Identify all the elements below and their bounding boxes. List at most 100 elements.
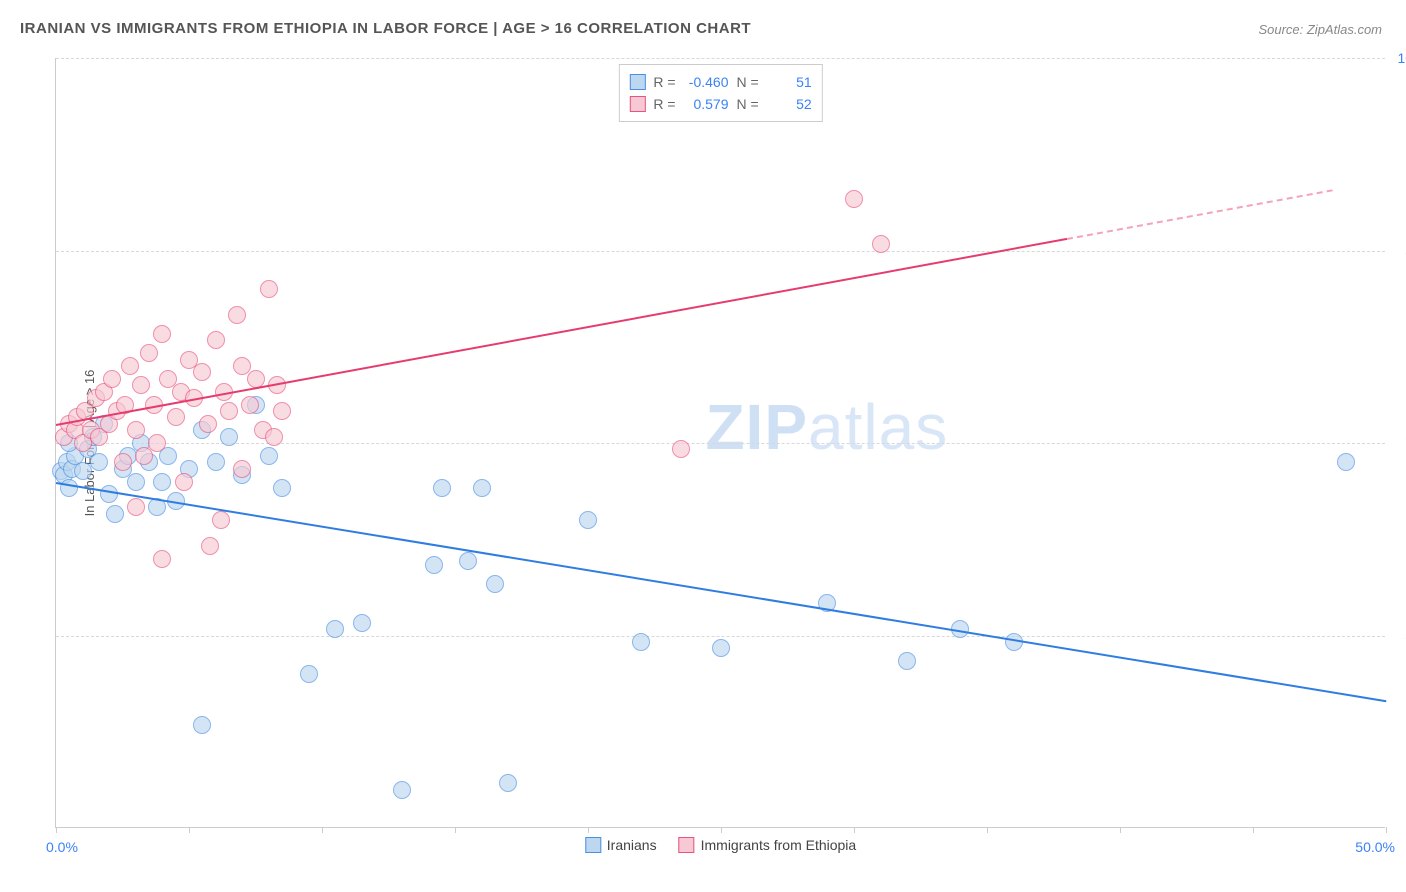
legend-item-iranians: Iranians: [585, 837, 657, 853]
data-point: [220, 428, 238, 446]
data-point: [233, 460, 251, 478]
grid-line: [56, 443, 1385, 444]
data-point: [153, 473, 171, 491]
data-point: [228, 306, 246, 324]
data-point: [265, 428, 283, 446]
data-point: [132, 376, 150, 394]
y-tick-label: 85.0%: [1390, 243, 1406, 259]
scatter-chart: In Labor Force | Age > 16 ZIPatlas R = -…: [55, 58, 1385, 828]
r-label: R =: [653, 74, 675, 90]
watermark-zip: ZIP: [705, 391, 808, 463]
data-point: [212, 511, 230, 529]
data-point: [106, 505, 124, 523]
data-point: [193, 716, 211, 734]
data-point: [175, 473, 193, 491]
bottom-legend: Iranians Immigrants from Ethiopia: [585, 837, 856, 853]
data-point: [579, 511, 597, 529]
stats-legend-box: R = -0.460 N = 51 R = 0.579 N = 52: [618, 64, 822, 122]
data-point: [499, 774, 517, 792]
data-point: [193, 363, 211, 381]
chart-title: IRANIAN VS IMMIGRANTS FROM ETHIOPIA IN L…: [20, 20, 751, 37]
swatch-iranians-icon: [585, 837, 601, 853]
y-tick-label: 70.0%: [1390, 435, 1406, 451]
data-point: [241, 396, 259, 414]
x-tick: [721, 827, 722, 833]
data-point: [60, 479, 78, 497]
data-point: [326, 620, 344, 638]
legend-item-ethiopia: Immigrants from Ethiopia: [679, 837, 857, 853]
trend-line: [56, 482, 1386, 702]
data-point: [1337, 453, 1355, 471]
x-tick: [189, 827, 190, 833]
data-point: [300, 665, 318, 683]
y-tick-label: 100.0%: [1390, 50, 1406, 66]
data-point: [898, 652, 916, 670]
data-point: [74, 462, 92, 480]
y-tick-label: 55.0%: [1390, 628, 1406, 644]
x-tick: [987, 827, 988, 833]
data-point: [121, 357, 139, 375]
data-point: [632, 633, 650, 651]
swatch-ethiopia: [629, 96, 645, 112]
x-axis-max: 50.0%: [1355, 839, 1395, 855]
data-point: [260, 447, 278, 465]
data-point: [207, 453, 225, 471]
data-point: [672, 440, 690, 458]
stats-row-ethiopia: R = 0.579 N = 52: [629, 93, 811, 115]
x-tick: [854, 827, 855, 833]
data-point: [153, 325, 171, 343]
watermark: ZIPatlas: [705, 390, 948, 464]
n-label: N =: [737, 74, 759, 90]
data-point: [199, 415, 217, 433]
x-tick: [322, 827, 323, 833]
swatch-ethiopia-icon: [679, 837, 695, 853]
data-point: [393, 781, 411, 799]
data-point: [845, 190, 863, 208]
grid-line: [56, 636, 1385, 637]
data-point: [872, 235, 890, 253]
data-point: [140, 344, 158, 362]
n-label: N =: [737, 96, 759, 112]
data-point: [433, 479, 451, 497]
grid-line: [56, 251, 1385, 252]
data-point: [127, 421, 145, 439]
data-point: [459, 552, 477, 570]
data-point: [114, 453, 132, 471]
data-point: [273, 402, 291, 420]
stats-row-iranians: R = -0.460 N = 51: [629, 71, 811, 93]
data-point: [273, 479, 291, 497]
data-point: [353, 614, 371, 632]
data-point: [473, 479, 491, 497]
watermark-atlas: atlas: [808, 391, 948, 463]
data-point: [127, 473, 145, 491]
x-tick: [56, 827, 57, 833]
legend-label-ethiopia: Immigrants from Ethiopia: [701, 837, 857, 853]
data-point: [100, 485, 118, 503]
n-value-ethiopia: 52: [767, 96, 812, 112]
grid-line: [56, 58, 1385, 59]
data-point: [127, 498, 145, 516]
data-point: [90, 453, 108, 471]
data-point: [153, 550, 171, 568]
data-point: [486, 575, 504, 593]
data-point: [103, 370, 121, 388]
data-point: [167, 408, 185, 426]
legend-label-iranians: Iranians: [607, 837, 657, 853]
x-tick: [1386, 827, 1387, 833]
data-point: [260, 280, 278, 298]
x-tick: [1120, 827, 1121, 833]
r-value-ethiopia: 0.579: [684, 96, 729, 112]
data-point: [201, 537, 219, 555]
data-point: [220, 402, 238, 420]
trend-line: [1067, 189, 1333, 240]
x-axis-min: 0.0%: [46, 839, 78, 855]
x-tick: [1253, 827, 1254, 833]
data-point: [425, 556, 443, 574]
n-value-iranians: 51: [767, 74, 812, 90]
r-value-iranians: -0.460: [684, 74, 729, 90]
data-point: [207, 331, 225, 349]
swatch-iranians: [629, 74, 645, 90]
trend-line: [56, 238, 1067, 426]
x-tick: [455, 827, 456, 833]
source-credit: Source: ZipAtlas.com: [1258, 22, 1382, 37]
